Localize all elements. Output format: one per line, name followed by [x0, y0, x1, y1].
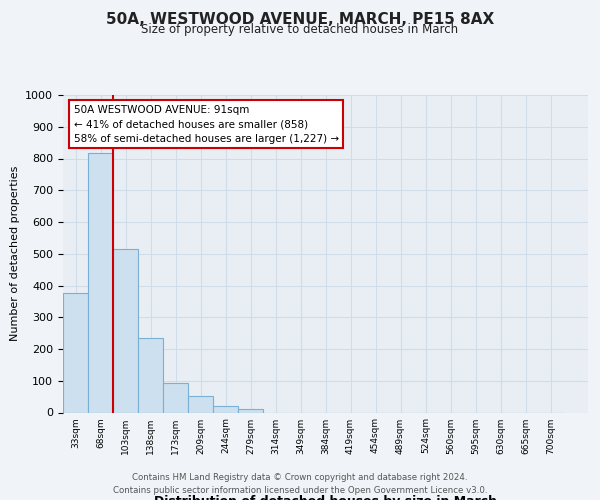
Text: Size of property relative to detached houses in March: Size of property relative to detached ho… [142, 22, 458, 36]
Bar [238, 408, 263, 412]
Bar [213, 406, 238, 412]
Bar [138, 338, 163, 412]
Bar [63, 294, 88, 412]
Bar [188, 396, 213, 412]
Text: 50A, WESTWOOD AVENUE, MARCH, PE15 8AX: 50A, WESTWOOD AVENUE, MARCH, PE15 8AX [106, 12, 494, 28]
Bar [88, 153, 113, 412]
Text: 50A WESTWOOD AVENUE: 91sqm
← 41% of detached houses are smaller (858)
58% of sem: 50A WESTWOOD AVENUE: 91sqm ← 41% of deta… [74, 104, 338, 144]
Text: Contains public sector information licensed under the Open Government Licence v3: Contains public sector information licen… [113, 486, 487, 495]
Text: Contains HM Land Registry data © Crown copyright and database right 2024.: Contains HM Land Registry data © Crown c… [132, 474, 468, 482]
X-axis label: Distribution of detached houses by size in March: Distribution of detached houses by size … [154, 496, 497, 500]
Y-axis label: Number of detached properties: Number of detached properties [10, 166, 20, 342]
Bar [163, 384, 188, 412]
Bar [113, 249, 138, 412]
